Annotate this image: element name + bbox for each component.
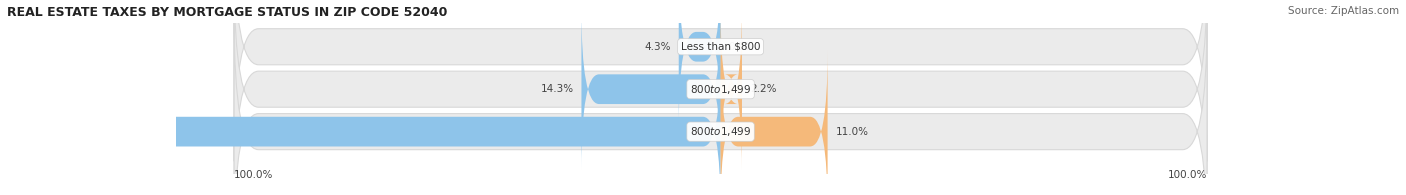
FancyBboxPatch shape: [235, 17, 1206, 195]
FancyBboxPatch shape: [0, 51, 721, 195]
Text: 2.2%: 2.2%: [749, 84, 776, 94]
FancyBboxPatch shape: [679, 0, 721, 127]
Text: 11.0%: 11.0%: [835, 127, 869, 137]
FancyBboxPatch shape: [721, 9, 742, 170]
Text: $800 to $1,499: $800 to $1,499: [690, 125, 751, 138]
Text: Less than $800: Less than $800: [681, 42, 761, 52]
Text: $800 to $1,499: $800 to $1,499: [690, 83, 751, 96]
FancyBboxPatch shape: [721, 51, 828, 195]
Text: 0.0%: 0.0%: [728, 42, 755, 52]
Text: REAL ESTATE TAXES BY MORTGAGE STATUS IN ZIP CODE 52040: REAL ESTATE TAXES BY MORTGAGE STATUS IN …: [7, 6, 447, 19]
FancyBboxPatch shape: [235, 0, 1206, 195]
Text: Source: ZipAtlas.com: Source: ZipAtlas.com: [1288, 6, 1399, 16]
Text: 100.0%: 100.0%: [1167, 170, 1206, 180]
Text: 100.0%: 100.0%: [235, 170, 274, 180]
Text: 14.3%: 14.3%: [540, 84, 574, 94]
Text: 4.3%: 4.3%: [644, 42, 671, 52]
FancyBboxPatch shape: [235, 0, 1206, 161]
FancyBboxPatch shape: [582, 9, 721, 170]
